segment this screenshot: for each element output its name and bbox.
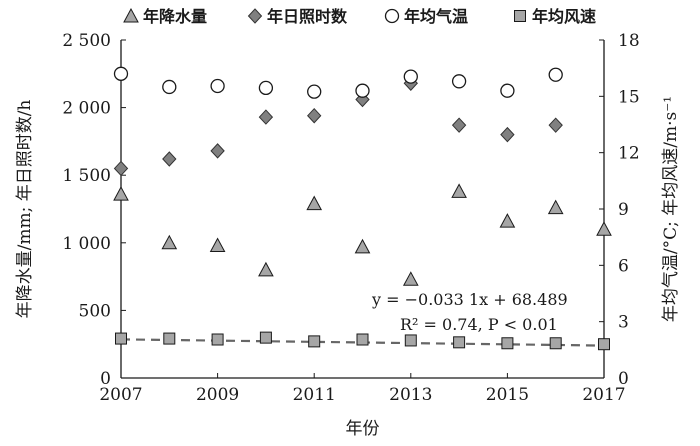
- data-point: [500, 126, 515, 143]
- trend-equation: y = −0.033 1x + 68.489: [371, 290, 568, 309]
- data-point: [549, 337, 562, 350]
- series-0: [113, 183, 612, 286]
- series-3: [115, 331, 610, 351]
- data-point: [115, 332, 127, 345]
- x-tick-label: 2007: [99, 385, 142, 405]
- data-point: [402, 271, 419, 286]
- data-point: [163, 332, 176, 345]
- data-point: [162, 79, 177, 95]
- x-tick-label: 2011: [293, 385, 336, 405]
- y-right-tick-label: 12: [618, 144, 640, 164]
- data-point: [258, 80, 274, 96]
- legend-label: 年日照时数: [267, 7, 348, 26]
- series-2: [113, 66, 563, 99]
- y-right-tick-label: 15: [618, 87, 640, 107]
- data-point: [453, 336, 466, 349]
- trend-r2: R² = 0.74, P < 0.01: [400, 315, 558, 334]
- x-tick-label: 2015: [486, 385, 529, 405]
- data-point: [210, 78, 225, 94]
- legend-marker: [247, 8, 263, 24]
- data-point: [113, 160, 129, 177]
- legend-label: 年降水量: [143, 7, 207, 26]
- y-right-tick-label: 9: [618, 200, 629, 220]
- data-point: [161, 234, 178, 250]
- x-tick-label: 2013: [389, 385, 432, 405]
- data-point: [113, 66, 129, 81]
- data-point: [404, 334, 417, 347]
- data-point: [451, 117, 467, 133]
- legend-marker: [384, 8, 400, 24]
- legend-label: 年均气温: [404, 7, 468, 26]
- data-point: [548, 117, 563, 133]
- data-point: [307, 84, 322, 99]
- data-point: [547, 199, 564, 215]
- y-right-tick-label: 0: [618, 369, 629, 389]
- data-point: [500, 83, 515, 98]
- x-axis-title: 年份: [346, 419, 380, 439]
- y-left-tick-label: 0: [100, 369, 111, 389]
- data-point: [308, 335, 321, 348]
- data-point: [598, 338, 610, 351]
- data-point: [356, 333, 369, 346]
- data-point: [499, 213, 516, 228]
- legend-marker: [123, 7, 139, 23]
- data-point: [403, 69, 418, 84]
- series-1: [113, 75, 563, 177]
- y-left-tick-label: 500: [79, 301, 111, 321]
- data-point: [210, 143, 225, 159]
- data-point: [596, 221, 612, 236]
- data-point: [209, 237, 226, 253]
- x-tick-label: 2009: [196, 385, 239, 405]
- data-point: [162, 151, 177, 167]
- data-point: [501, 337, 514, 350]
- legend-marker: [514, 10, 526, 22]
- data-point: [548, 67, 563, 82]
- data-point: [354, 238, 371, 254]
- y-left-axis-title: 年降水量/mm; 年日照时数/h: [15, 100, 35, 319]
- legend: 年降水量 年日照时数 年均气温 年均风速: [123, 7, 596, 26]
- data-point: [211, 333, 224, 346]
- data-point: [113, 186, 129, 201]
- data-point: [451, 183, 467, 198]
- data-point: [258, 261, 274, 277]
- y-left-tick-label: 1 500: [62, 166, 111, 186]
- y-left-tick-label: 2 000: [62, 99, 111, 119]
- y-right-tick-label: 18: [618, 31, 640, 51]
- y-left-tick-label: 2 500: [62, 31, 111, 51]
- y-right-tick-label: 3: [618, 313, 629, 333]
- y-right-tick-label: 6: [618, 256, 629, 276]
- data-point: [258, 109, 274, 125]
- data-point: [259, 331, 272, 344]
- y-left-tick-label: 1 000: [62, 234, 111, 254]
- series-layer: [113, 66, 612, 351]
- annotation: y = −0.033 1x + 68.489 R² = 0.74, P < 0.…: [371, 290, 568, 334]
- y-right-axis-title: 年均气温/°C; 年均风速/m·s⁻¹: [661, 96, 681, 322]
- data-point: [307, 107, 322, 124]
- legend-label: 年均风速: [532, 7, 596, 26]
- data-point: [355, 83, 370, 98]
- x-tick-label: 2017: [582, 385, 625, 405]
- data-point: [451, 74, 467, 89]
- data-point: [306, 195, 323, 211]
